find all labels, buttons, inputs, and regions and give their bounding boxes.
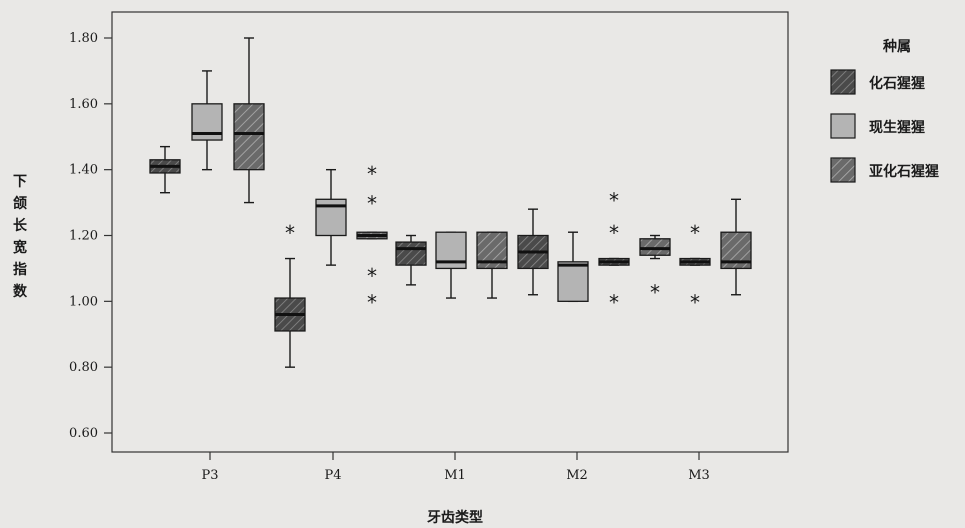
box-body (557, 261, 589, 302)
legend-item-2: 亚化石猩猩 (830, 157, 939, 183)
legend-item-1: 现生猩猩 (830, 113, 925, 139)
legend-label: 化石猩猩 (869, 75, 925, 92)
y-tick-label: 1.80 (69, 31, 98, 46)
box-P4-4 (315, 168, 347, 266)
outlier-star: * (609, 290, 619, 314)
legend-swatch (830, 69, 856, 95)
legend-label: 亚化石猩猩 (869, 163, 939, 180)
box-M3-13: ** (679, 221, 711, 314)
x-tick-label: P4 (324, 468, 341, 483)
y-tick-label: 1.60 (69, 97, 98, 112)
legend-label: 现生猩猩 (869, 119, 925, 136)
box-P4-3: * (274, 221, 306, 368)
x-tick-label: M2 (566, 468, 588, 483)
box-M1-8 (476, 231, 508, 299)
legend-title: 种属 (882, 38, 911, 55)
box-M1-9 (517, 208, 549, 296)
box-M1-7 (435, 231, 467, 299)
y-tick-label: 1.20 (69, 229, 98, 244)
outlier-star: * (367, 192, 377, 216)
outlier-star: * (367, 264, 377, 288)
y-axis: 0.60 0.80 1.00 1.20 1.40 1.60 1.80 (69, 31, 112, 441)
box-M1-6 (395, 234, 427, 286)
outlier-star: * (367, 162, 377, 186)
outlier-star: * (285, 221, 295, 245)
legend-swatch (830, 113, 856, 139)
outlier-star: * (367, 290, 377, 314)
box-body (639, 238, 671, 256)
box-P3-0 (149, 145, 181, 194)
y-tick-label: 1.00 (69, 294, 98, 309)
y-tick-label: 0.60 (69, 426, 98, 441)
legend-swatch (830, 157, 856, 183)
x-tick-label: P3 (201, 468, 218, 483)
outlier-star: * (690, 290, 700, 314)
y-tick-label: 1.40 (69, 163, 98, 178)
box-M2-11: * * * (598, 188, 630, 314)
outlier-star: * (650, 280, 660, 304)
box-body (233, 103, 265, 171)
box-M2-10 (557, 231, 589, 303)
x-axis-title: 牙齿类型 (427, 509, 483, 526)
box-M3-14 (720, 198, 752, 296)
x-tick-label: M3 (688, 468, 710, 483)
box-M3-12: * (639, 234, 671, 304)
y-axis-title: 下颌长宽指数 (13, 174, 28, 300)
box-P3-2 (233, 37, 265, 204)
box-P4-5: **** (356, 162, 388, 314)
outlier-star: * (609, 188, 619, 212)
legend-item-0: 化石猩猩 (830, 69, 925, 95)
outlier-star: * (690, 221, 700, 245)
x-axis: P3 P4 M1 M2 M3 (201, 452, 710, 483)
box-P3-1 (191, 70, 223, 171)
boxes: ********* ** (149, 37, 752, 368)
box-body (395, 241, 427, 266)
x-tick-label: M1 (444, 468, 466, 483)
outlier-star: * (609, 221, 619, 245)
plot-frame (111, 11, 789, 453)
y-tick-label: 0.80 (69, 360, 98, 375)
